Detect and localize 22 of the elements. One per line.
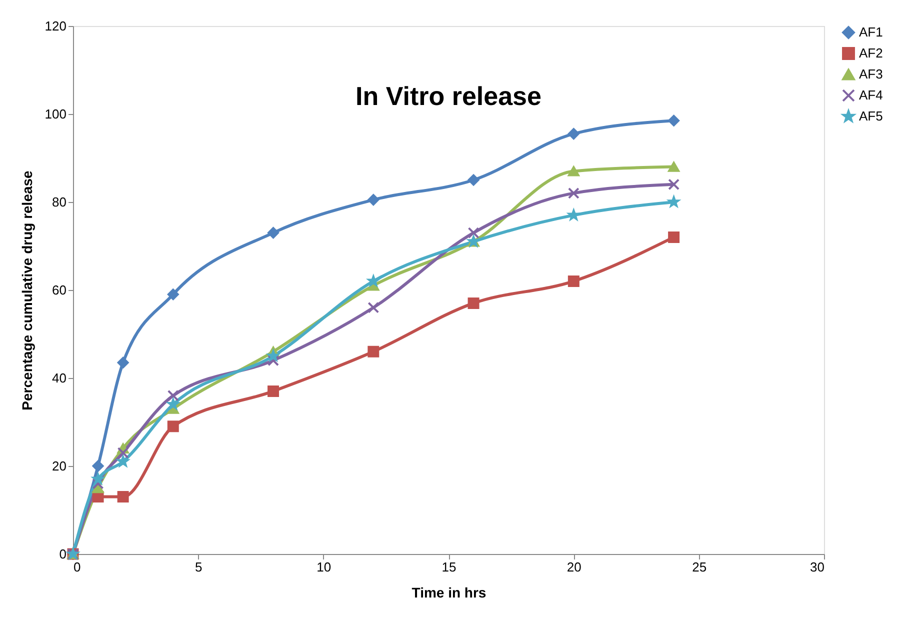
y-tick-label: 0 bbox=[59, 546, 66, 562]
legend-label: AF5 bbox=[859, 108, 883, 124]
y-tick-label: 100 bbox=[44, 106, 66, 122]
y-axis-title: Percentage cumulative drug release bbox=[18, 170, 35, 410]
x-tick-label: 5 bbox=[195, 560, 202, 574]
x-tick-label: 15 bbox=[442, 560, 456, 574]
legend-label: AF4 bbox=[859, 88, 883, 102]
y-tick-label: 40 bbox=[52, 370, 66, 386]
x-tick-label: 20 bbox=[566, 560, 582, 574]
x-axis-title: Time in hrs bbox=[412, 584, 486, 600]
x-tick-label: 10 bbox=[316, 560, 332, 574]
legend-label: AF1 bbox=[859, 24, 883, 40]
y-tick-label: 60 bbox=[52, 282, 66, 298]
text: In Vitro release bbox=[356, 81, 542, 111]
y-tick-label: 80 bbox=[52, 194, 66, 210]
legend-label: AF3 bbox=[859, 66, 883, 82]
y-tick-label: 120 bbox=[44, 18, 66, 34]
legend-label: AF2 bbox=[859, 46, 883, 60]
x-tick-label: 0 bbox=[74, 560, 81, 574]
x-tick-label: 25 bbox=[692, 560, 707, 574]
x-tick-label: 30 bbox=[810, 560, 824, 574]
y-tick-label: 20 bbox=[52, 458, 66, 474]
